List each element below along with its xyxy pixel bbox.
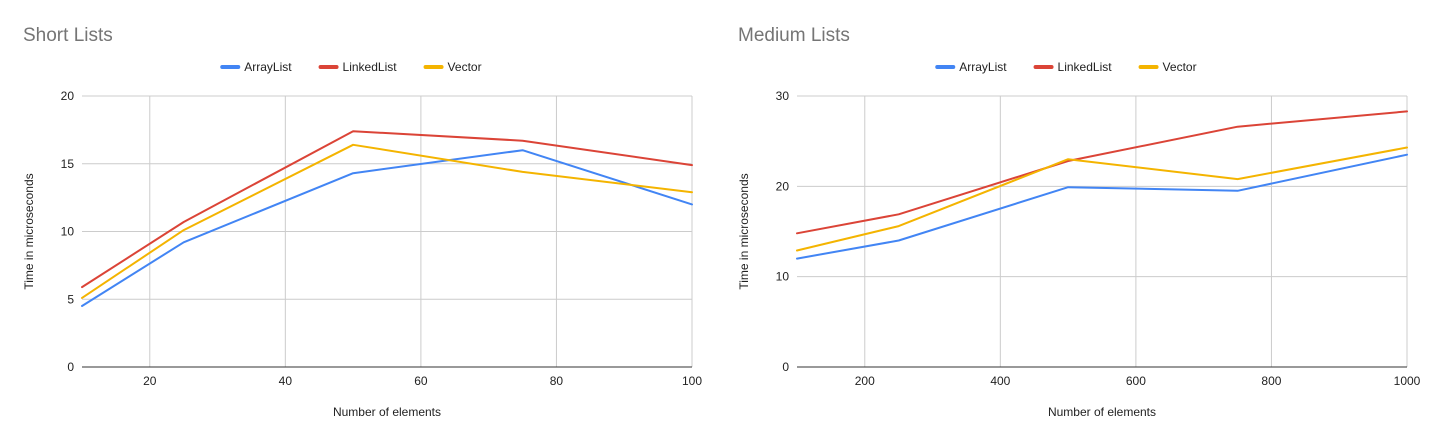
y-tick-label: 30 [776, 89, 790, 103]
series-line-linkedlist [796, 110, 1408, 235]
x-axis-title: Number of elements [1048, 405, 1156, 419]
legend-label: Vector [1163, 60, 1197, 74]
y-tick-label: 20 [61, 89, 75, 103]
legend-item-arraylist: ArrayList [220, 60, 292, 74]
series-line-vector [796, 146, 1408, 252]
chart-title: Short Lists [23, 25, 113, 46]
series-line-vector [81, 143, 693, 299]
chart-svg: Medium Lists ArrayList LinkedList Vector 0 10… [737, 25, 1421, 419]
chart-title: Medium Lists [738, 25, 850, 46]
x-tick-label: 60 [414, 374, 428, 388]
x-tick-label: 400 [990, 374, 1010, 388]
y-tick-label: 20 [776, 179, 790, 193]
x-tick-label: 80 [550, 374, 564, 388]
x-tick-label: 100 [682, 374, 702, 388]
y-tick-label: 15 [61, 157, 75, 171]
x-tick-label: 20 [143, 374, 157, 388]
legend-label: LinkedList [343, 60, 398, 74]
legend-item-linkedlist: LinkedList [318, 60, 398, 74]
x-tick-label: 1000 [1394, 374, 1421, 388]
series-line-arraylist [81, 149, 693, 307]
y-tick-label: 5 [67, 292, 74, 306]
y-axis-title: Time in microseconds [22, 173, 36, 289]
y-tick-label: 10 [61, 225, 75, 239]
x-tick-label: 800 [1261, 374, 1281, 388]
y-tick-label: 0 [67, 360, 74, 374]
x-axis-title: Number of elements [333, 405, 441, 419]
legend-label: ArrayList [959, 60, 1007, 74]
chart-svg: Short Lists ArrayList LinkedList Vector 0 5 10… [22, 25, 702, 419]
y-tick-label: 0 [782, 360, 789, 374]
chart-medium-lists: Medium Lists ArrayList LinkedList Vector 0 10… [715, 0, 1430, 442]
legend-label: Vector [448, 60, 482, 74]
y-tick-label: 10 [776, 270, 790, 284]
y-axis-title: Time in microseconds [737, 173, 751, 289]
legend-item-vector: Vector [423, 60, 482, 74]
x-tick-label: 600 [1126, 374, 1146, 388]
legend-item-vector: Vector [1138, 60, 1197, 74]
series-line-arraylist [796, 153, 1408, 260]
chart-short-lists: Short Lists ArrayList LinkedList Vector 0 5 10… [22, 25, 702, 419]
legend-item-arraylist: ArrayList [935, 60, 1007, 74]
legend-label: ArrayList [244, 60, 292, 74]
legend-item-linkedlist: LinkedList [1033, 60, 1113, 74]
legend-label: LinkedList [1058, 60, 1113, 74]
x-tick-label: 200 [855, 374, 875, 388]
series-line-linkedlist [81, 130, 693, 289]
x-tick-label: 40 [279, 374, 293, 388]
